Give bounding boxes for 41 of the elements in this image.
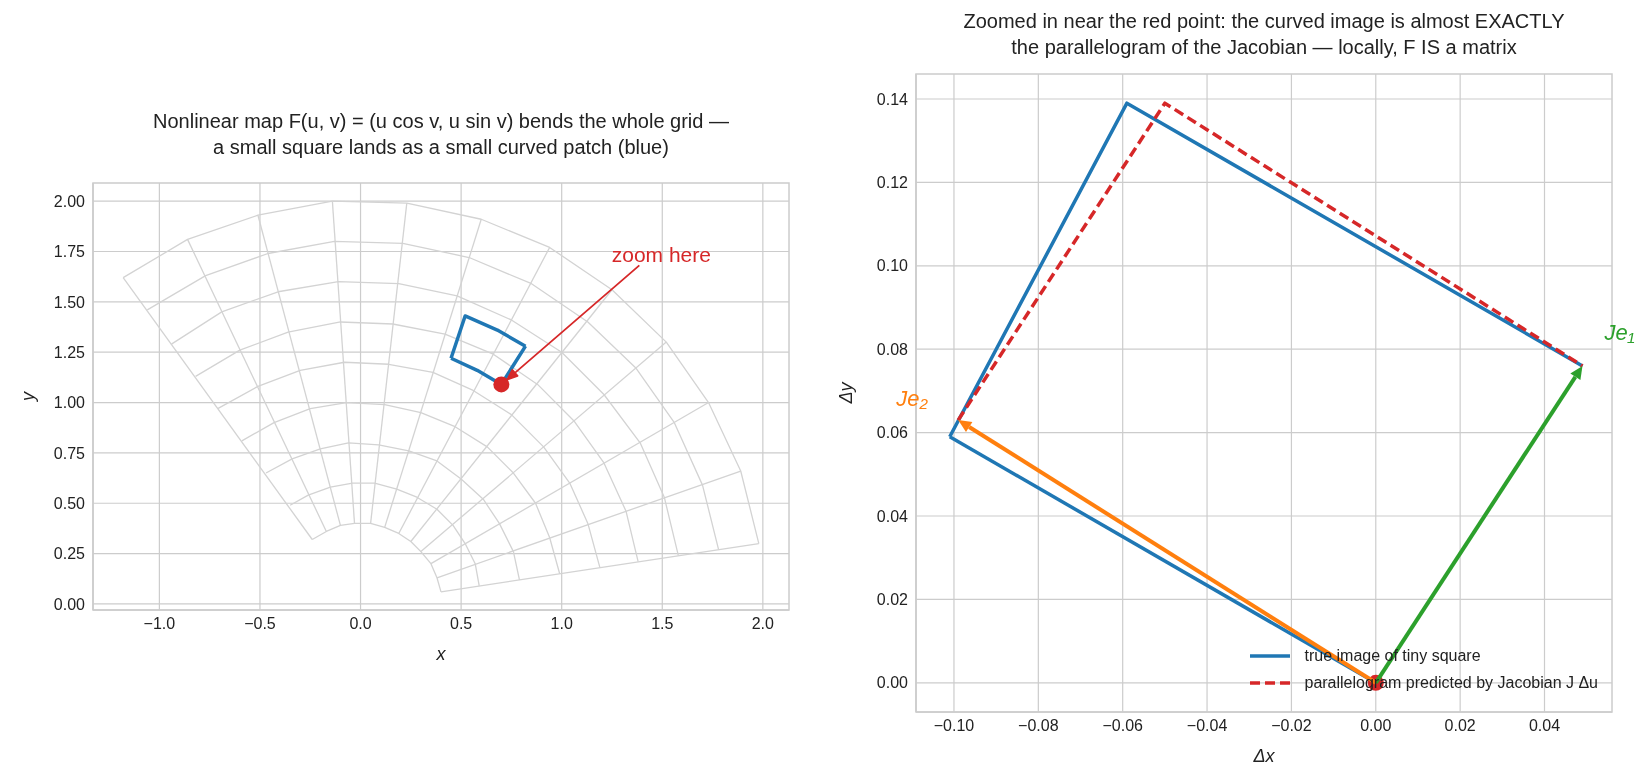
y-tick-label: 0.14 xyxy=(876,90,909,108)
y-tick-label: 0.00 xyxy=(876,674,909,692)
y-tick-label: 0.12 xyxy=(876,174,909,192)
x-axis-title: Δx xyxy=(1252,746,1276,766)
y-tick-label: 1.50 xyxy=(53,293,86,311)
y-tick-label: 0.06 xyxy=(876,424,909,442)
y-tick-label: 0.75 xyxy=(53,444,86,462)
y-axis-title: y xyxy=(18,391,39,403)
x-tick-label: −0.02 xyxy=(1271,717,1312,735)
y-tick-label: 0.04 xyxy=(876,507,909,525)
x-tick-label: 2.0 xyxy=(751,615,775,633)
y-tick-label: 1.25 xyxy=(53,343,86,361)
x-tick-label: −0.5 xyxy=(244,615,276,633)
y-tick-label: 1.75 xyxy=(53,243,86,261)
y-tick-label: 0.10 xyxy=(876,257,909,275)
x-tick-label: 0.00 xyxy=(1360,717,1392,735)
x-tick-label: −0.06 xyxy=(1102,717,1144,735)
x-tick-label: −0.04 xyxy=(1186,717,1228,735)
x-tick-label: 0.0 xyxy=(349,615,372,633)
chart-title: Nonlinear map F(u, v) = (u cos v, u sin v) bends the whole grid — a small square lands as a small curved patch (blue) xyxy=(152,109,730,160)
x-tick-label: 1.5 xyxy=(651,615,674,633)
y-tick-label: 0.25 xyxy=(53,545,86,563)
annotation: Je₁ xyxy=(1603,319,1635,345)
annotation: zoom here xyxy=(611,243,711,267)
x-tick-label: −1.0 xyxy=(143,615,176,633)
y-tick-label: 1.00 xyxy=(53,394,86,412)
y-tick-label: 0.50 xyxy=(53,494,86,512)
x-tick-label: 0.02 xyxy=(1444,717,1476,735)
x-tick-label: 1.0 xyxy=(550,615,573,633)
x-tick-label: −0.10 xyxy=(933,717,975,735)
annotation: Je₂ xyxy=(895,386,929,412)
x-tick-label: −0.08 xyxy=(1018,717,1059,735)
y-tick-label: 0.02 xyxy=(876,591,909,609)
x-tick-label: 0.5 xyxy=(449,615,473,633)
x-axis-title: x xyxy=(435,644,447,664)
y-tick-label: 2.00 xyxy=(53,192,86,210)
y-axis-title: Δy xyxy=(836,381,857,405)
y-tick-label: 0.00 xyxy=(53,595,86,613)
chart-title: Zoomed in near the red point: the curved image is almost EXACTLY the parallelogram of the Jacobian — locally, F IS a matrix xyxy=(962,9,1566,60)
x-tick-label: 0.04 xyxy=(1528,717,1561,735)
y-tick-label: 0.08 xyxy=(876,340,909,358)
